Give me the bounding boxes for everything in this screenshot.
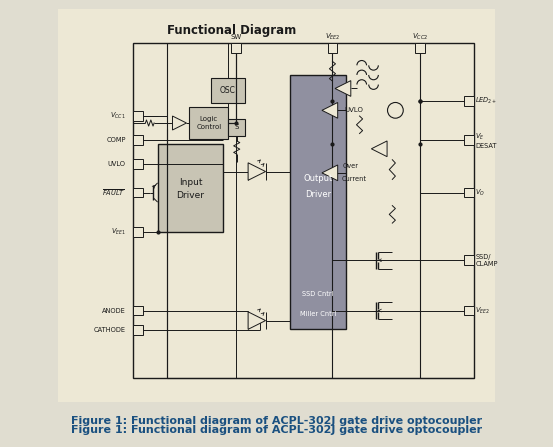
Polygon shape bbox=[322, 165, 338, 181]
Text: Logic: Logic bbox=[200, 116, 218, 122]
Bar bbox=[290, 76, 346, 329]
Text: $\overline{FAULT}$: $\overline{FAULT}$ bbox=[102, 187, 126, 198]
Text: S: S bbox=[234, 124, 239, 131]
Text: $V_{EE1}$: $V_{EE1}$ bbox=[111, 227, 126, 237]
Bar bbox=[133, 188, 143, 197]
Bar bbox=[465, 96, 474, 105]
Text: $V_{CC1}$: $V_{CC1}$ bbox=[110, 111, 126, 121]
Text: CATHODE: CATHODE bbox=[93, 327, 126, 333]
Bar bbox=[133, 227, 143, 236]
Polygon shape bbox=[335, 80, 351, 97]
Polygon shape bbox=[248, 312, 265, 329]
Bar bbox=[133, 43, 474, 378]
Text: COMP: COMP bbox=[106, 137, 126, 143]
Text: Input: Input bbox=[179, 178, 202, 187]
Polygon shape bbox=[248, 163, 265, 180]
Bar bbox=[415, 43, 425, 53]
Text: $V_O$: $V_O$ bbox=[476, 187, 486, 198]
Text: $V_{CC2}$: $V_{CC2}$ bbox=[412, 32, 428, 42]
Bar bbox=[211, 78, 245, 103]
Text: $LED_{2+}$: $LED_{2+}$ bbox=[476, 96, 498, 106]
Text: SSD Cntrl: SSD Cntrl bbox=[302, 291, 334, 297]
Text: Driver: Driver bbox=[305, 190, 331, 199]
Bar bbox=[228, 119, 245, 136]
Bar bbox=[133, 135, 143, 145]
Bar bbox=[158, 143, 223, 232]
Text: SW: SW bbox=[231, 34, 242, 40]
Text: Control: Control bbox=[196, 124, 221, 131]
Polygon shape bbox=[372, 141, 387, 156]
Bar bbox=[133, 325, 143, 335]
Text: UVLO: UVLO bbox=[108, 161, 126, 167]
Text: Output: Output bbox=[304, 173, 333, 182]
Text: $V_E$
DESAT: $V_E$ DESAT bbox=[476, 131, 497, 149]
Bar bbox=[232, 43, 241, 53]
Circle shape bbox=[388, 102, 403, 118]
Bar bbox=[465, 188, 474, 197]
Bar bbox=[133, 306, 143, 315]
Polygon shape bbox=[173, 116, 186, 130]
Bar bbox=[465, 135, 474, 145]
Text: Current: Current bbox=[341, 177, 366, 182]
Text: SSD/
CLAMP: SSD/ CLAMP bbox=[476, 254, 498, 267]
Text: Figure 1: Functional diagram of ACPL-302J gate drive optocoupler: Figure 1: Functional diagram of ACPL-302… bbox=[71, 416, 482, 426]
FancyBboxPatch shape bbox=[54, 6, 499, 405]
Text: ANODE: ANODE bbox=[102, 308, 126, 313]
Bar bbox=[327, 43, 337, 53]
Text: UVLO: UVLO bbox=[345, 107, 363, 114]
Text: Figure 1: Functional diagram of ACPL-302J gate drive optocoupler: Figure 1: Functional diagram of ACPL-302… bbox=[71, 425, 482, 435]
Text: Driver: Driver bbox=[176, 191, 205, 200]
Text: Functional Diagram: Functional Diagram bbox=[167, 24, 296, 37]
Text: Over: Over bbox=[343, 163, 359, 169]
Text: Miller Cntrl: Miller Cntrl bbox=[300, 311, 336, 316]
Bar bbox=[465, 255, 474, 265]
Bar bbox=[189, 107, 228, 139]
Bar bbox=[133, 159, 143, 169]
Polygon shape bbox=[322, 102, 338, 118]
Bar bbox=[133, 111, 143, 121]
Text: OSC: OSC bbox=[220, 86, 236, 95]
Text: $V_{EE2}$: $V_{EE2}$ bbox=[476, 305, 491, 316]
Bar bbox=[465, 306, 474, 315]
Text: $V_{EE2}$: $V_{EE2}$ bbox=[325, 32, 340, 42]
